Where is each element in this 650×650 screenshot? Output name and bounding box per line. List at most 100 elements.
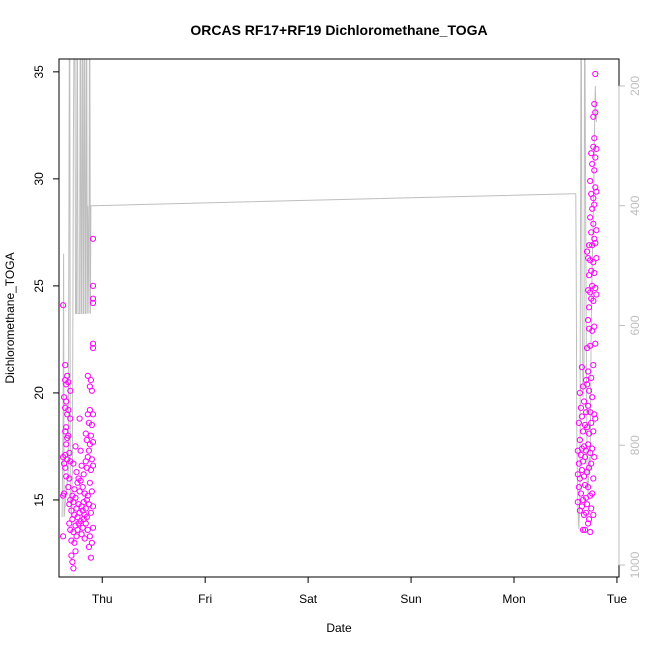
data-point	[589, 160, 596, 167]
data-point	[89, 524, 97, 531]
data-point	[590, 428, 597, 435]
data-point	[590, 475, 597, 482]
data-point	[65, 432, 72, 439]
data-point	[71, 486, 78, 493]
data-point	[588, 505, 595, 512]
data-point	[581, 526, 589, 534]
data-point	[585, 368, 592, 375]
data-point	[583, 509, 590, 516]
y2-tick-label: 200	[628, 76, 642, 96]
data-point	[89, 340, 97, 347]
data-point	[580, 398, 588, 405]
data-point	[593, 145, 600, 152]
data-point	[89, 299, 97, 307]
data-point	[77, 477, 84, 484]
data-point	[64, 411, 71, 418]
data-point	[72, 494, 79, 501]
data-point	[68, 552, 75, 559]
data-point	[65, 484, 72, 491]
data-point	[580, 473, 588, 480]
data-point	[69, 558, 76, 566]
data-point	[71, 539, 78, 546]
data-point	[591, 323, 598, 330]
data-point	[60, 302, 67, 309]
data-point	[78, 462, 85, 469]
data-point	[89, 295, 97, 302]
data-point	[72, 548, 79, 555]
y2-tick-label: 600	[628, 315, 642, 335]
x-tick-label: Sun	[400, 592, 421, 606]
data-point	[585, 520, 592, 527]
data-point	[89, 462, 97, 469]
y-tick-label: 15	[32, 493, 46, 507]
data-point	[579, 428, 587, 435]
data-point	[87, 432, 95, 439]
data-point	[583, 377, 590, 384]
data-point	[60, 533, 67, 540]
data-point	[61, 460, 68, 467]
data-point	[76, 488, 83, 495]
data-point	[66, 520, 73, 527]
data-point	[66, 475, 73, 482]
data-point	[88, 488, 96, 495]
data-point	[576, 436, 584, 444]
data-point	[589, 445, 596, 452]
data-point	[586, 387, 593, 394]
data-point	[65, 406, 72, 414]
y-tick-label: 35	[32, 65, 46, 79]
data-point	[589, 490, 596, 497]
data-point	[588, 150, 595, 157]
data-point	[89, 235, 97, 242]
x-tick-label: Tue	[607, 592, 628, 606]
data-point	[78, 531, 85, 538]
data-point	[581, 454, 589, 461]
data-point	[578, 466, 586, 474]
data-point	[72, 443, 79, 450]
data-point	[592, 109, 599, 116]
data-point	[70, 460, 77, 467]
data-point	[593, 188, 600, 195]
data-point	[82, 505, 89, 512]
y-axis-label: Dichloromethane_TOGA	[3, 252, 17, 383]
data-point	[588, 229, 595, 236]
data-point	[79, 484, 86, 491]
data-point	[584, 424, 591, 431]
data-point	[592, 340, 599, 347]
data-point	[85, 543, 93, 551]
x-tick-label: Sat	[299, 592, 318, 606]
data-point	[593, 291, 600, 298]
x-tick-label: Mon	[502, 592, 525, 606]
data-point	[89, 411, 97, 418]
data-point	[591, 411, 598, 418]
data-point	[63, 424, 70, 431]
data-point	[578, 364, 586, 371]
data-point	[585, 441, 592, 448]
data-point	[593, 255, 600, 262]
data-point	[62, 428, 69, 435]
data-point	[73, 533, 80, 540]
data-point	[84, 526, 91, 534]
data-point	[587, 342, 594, 349]
data-point	[80, 471, 87, 478]
data-point	[67, 387, 74, 394]
data-point	[89, 344, 97, 352]
data-point	[86, 479, 94, 486]
data-point	[89, 282, 97, 289]
data-point	[592, 284, 599, 292]
data-point	[588, 419, 595, 426]
data-point	[586, 242, 593, 249]
data-point	[592, 70, 599, 78]
data-point	[64, 372, 71, 379]
data-point	[76, 415, 83, 422]
data-point	[86, 533, 94, 540]
data-point	[89, 503, 97, 510]
data-point	[590, 362, 597, 369]
data-point	[590, 297, 597, 304]
data-point	[588, 374, 595, 381]
y-tick-label: 25	[32, 279, 46, 293]
data-point	[585, 402, 592, 409]
data-point	[587, 177, 594, 185]
data-point	[66, 449, 73, 456]
data-point	[591, 135, 598, 142]
